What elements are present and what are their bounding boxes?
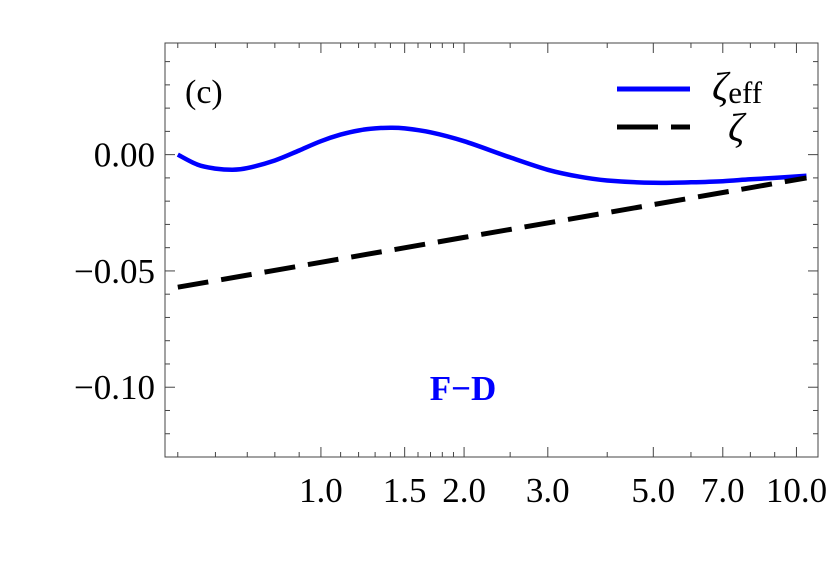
tick-labels: 0.00 −0.05 −0.10 1.0 1.5 2.0 3.0 5.0 7.0 10.0 <box>74 136 827 510</box>
series-zeta-eff-line <box>176 125 807 186</box>
x-tick-label: 10.0 <box>766 471 827 510</box>
plot-frame <box>164 42 819 458</box>
legend-label-zeta: ζ <box>728 105 747 150</box>
legend-label-zeta-eff: ζeff <box>712 64 763 110</box>
annotation-f-d: F−D <box>430 369 497 408</box>
y-tick-label: 0.00 <box>94 136 155 175</box>
y-tick-label: −0.10 <box>74 368 155 407</box>
legend: ζeff ζ <box>617 64 763 150</box>
panel-label: (c) <box>185 74 223 111</box>
series-layer <box>176 125 807 290</box>
series-zeta-line <box>177 175 807 290</box>
x-tick-label: 1.5 <box>383 471 427 510</box>
x-tick-label: 7.0 <box>701 471 745 510</box>
legend-label-zeta-eff-symbol: ζ <box>712 64 731 109</box>
x-tick-label: 5.0 <box>631 471 675 510</box>
x-tick-label: 3.0 <box>526 471 570 510</box>
axis-ticks <box>165 43 818 457</box>
x-tick-label: 1.0 <box>299 471 343 510</box>
x-tick-label: 2.0 <box>442 471 486 510</box>
legend-label-zeta-symbol: ζ <box>728 105 747 150</box>
y-tick-label: −0.05 <box>74 252 155 291</box>
legend-label-zeta-eff-subscript: eff <box>728 75 763 110</box>
